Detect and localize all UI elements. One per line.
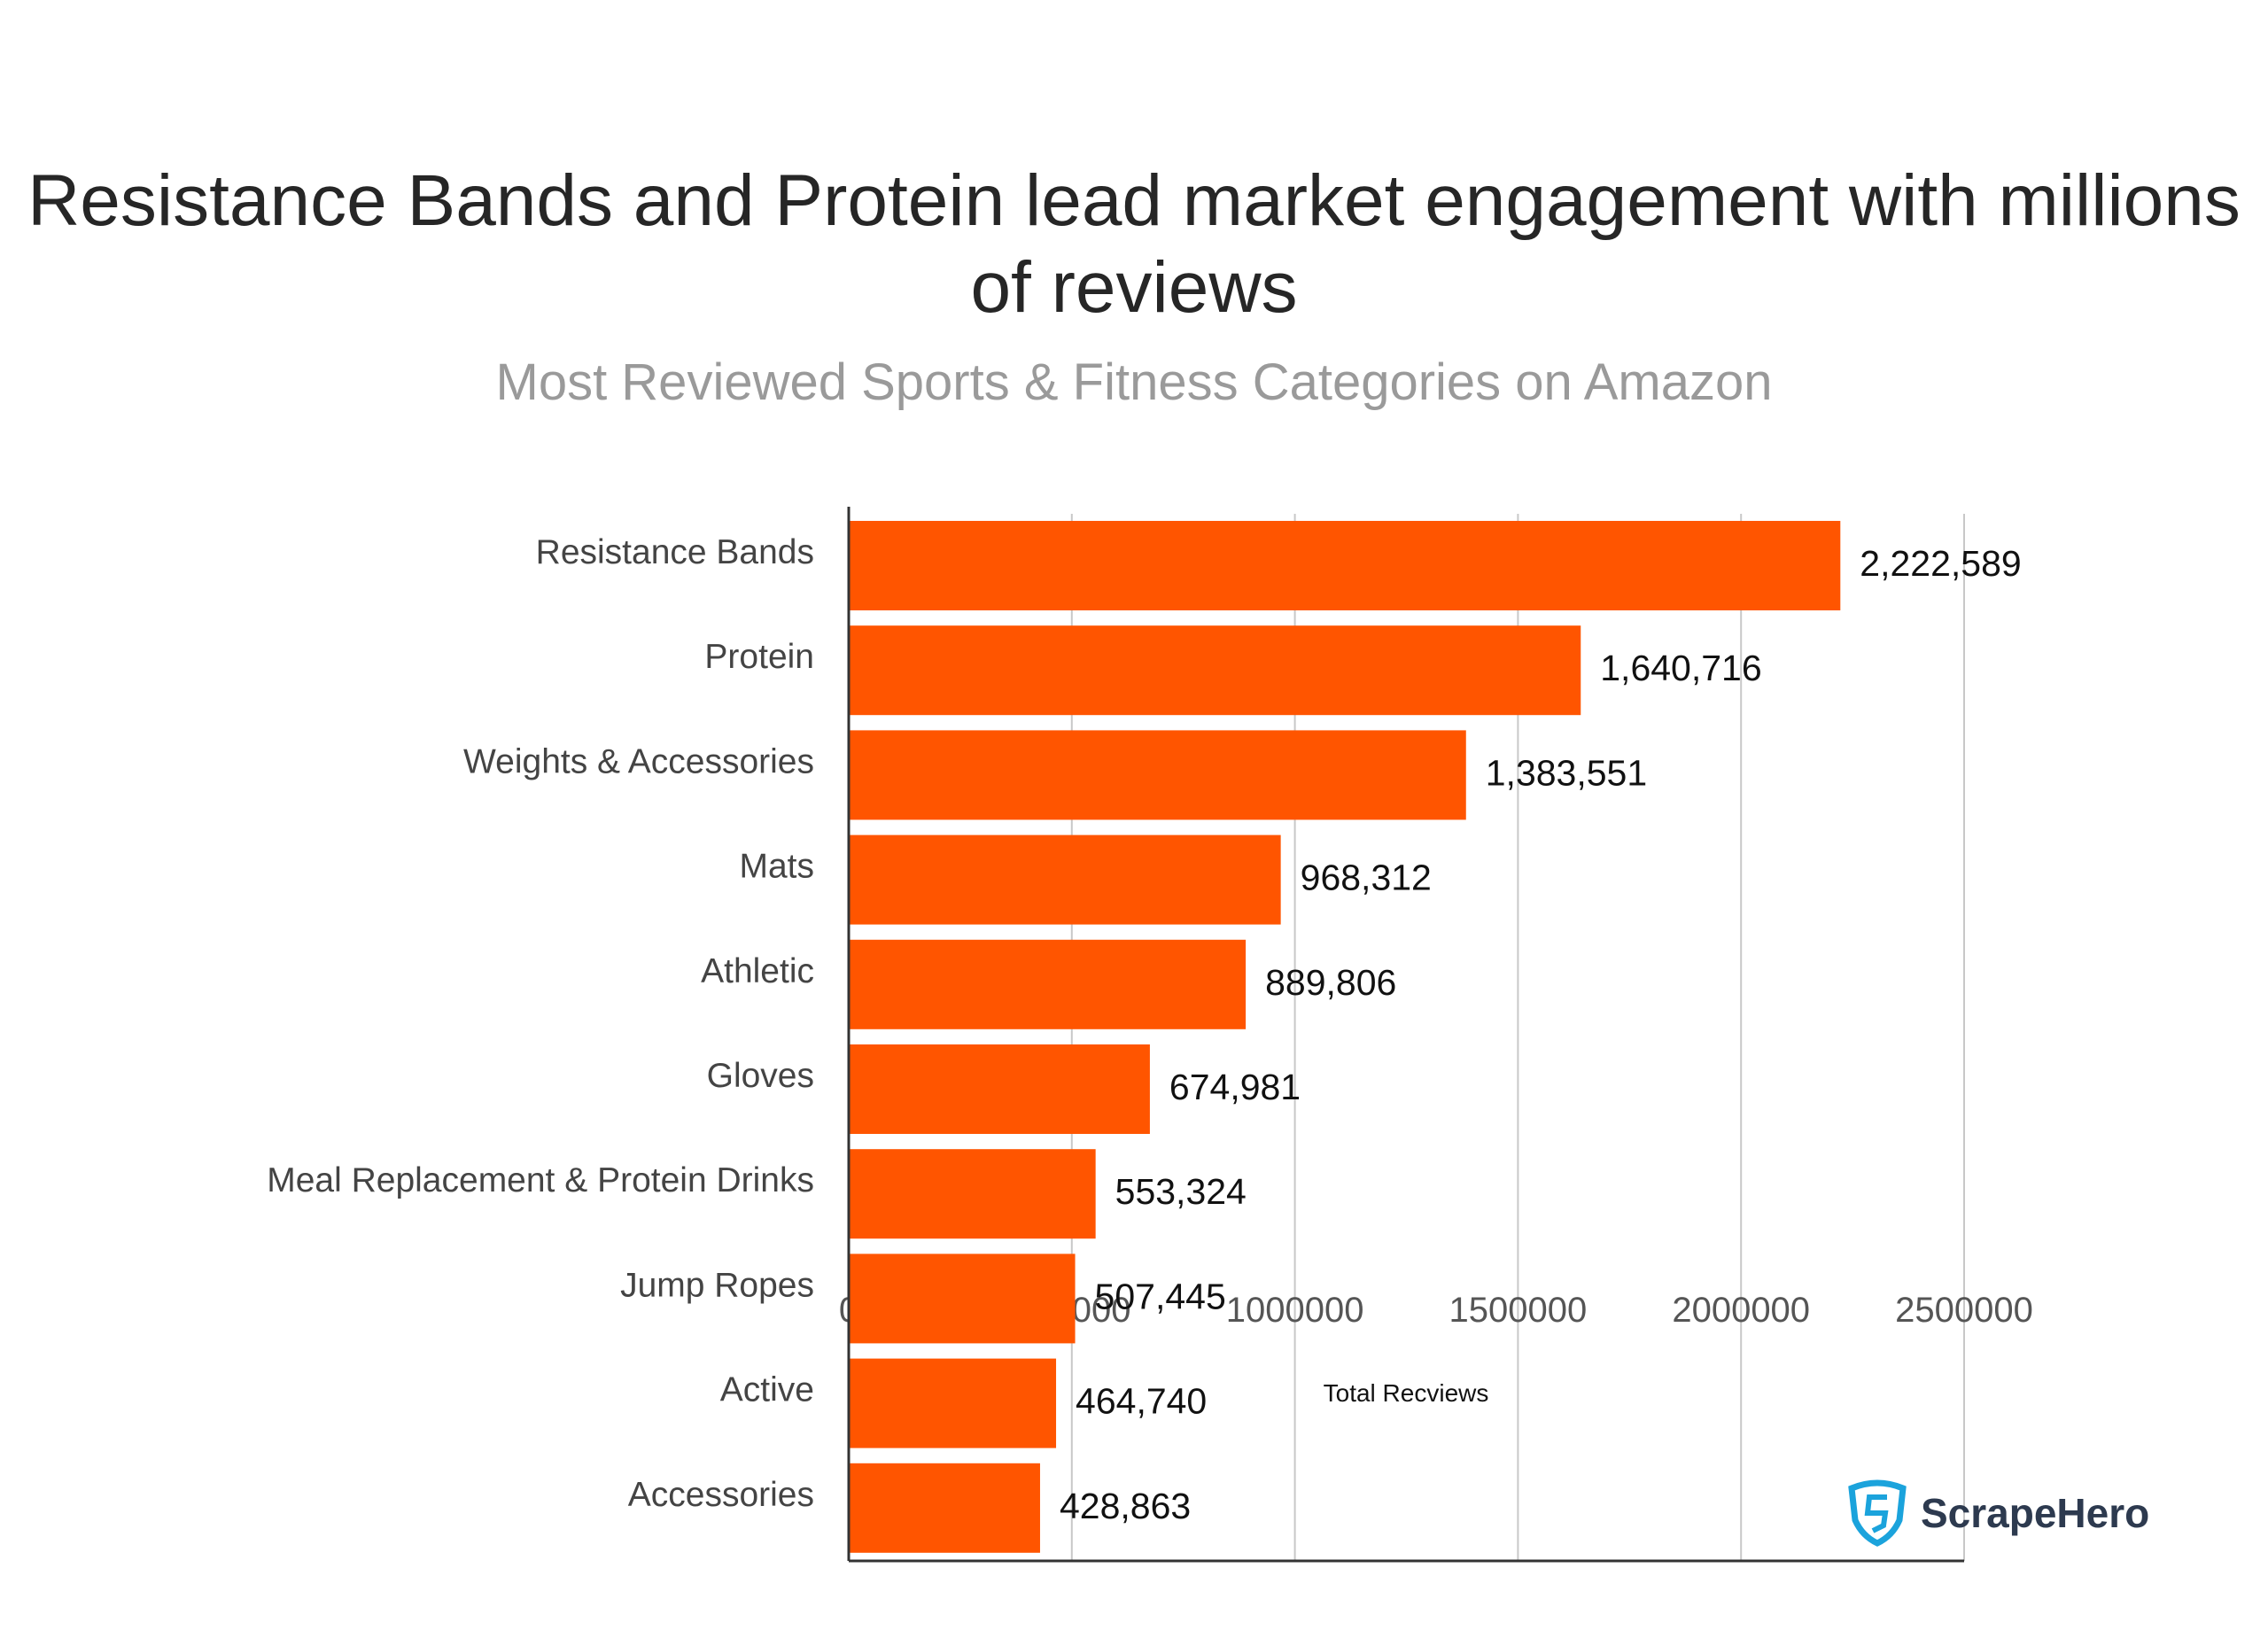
category-label: Active xyxy=(720,1371,814,1409)
bar xyxy=(849,1254,1076,1344)
x-tick-label: 2000000 xyxy=(1672,1291,1810,1330)
data-label: 968,312 xyxy=(1301,858,1432,898)
chart-subtitle: Most Reviewed Sports & Fitness Categorie… xyxy=(495,353,1773,411)
bar xyxy=(849,834,1281,925)
category-label: Resistance Bands xyxy=(536,533,814,571)
category-label: Mats xyxy=(739,848,814,886)
data-label: 507,445 xyxy=(1095,1276,1226,1316)
shield-logo-icon xyxy=(1848,1479,1907,1547)
chart-title: Resistance Bands and Protein lead market… xyxy=(27,160,2241,328)
logo-text: ScrapeHero xyxy=(1921,1490,2150,1536)
bar xyxy=(849,730,1466,820)
scrapehero-logo: ScrapeHero xyxy=(1846,1479,2149,1547)
category-label: Weights & Accessories xyxy=(463,742,814,780)
category-label: Jump Ropes xyxy=(620,1266,814,1304)
data-label: 464,740 xyxy=(1076,1381,1207,1422)
category-label: Meal Replacement & Protein Drinks xyxy=(267,1161,814,1199)
bar xyxy=(849,1149,1096,1239)
bar xyxy=(849,1044,1150,1134)
category-label: Accessories xyxy=(628,1476,814,1514)
x-tick-label: 1500000 xyxy=(1449,1291,1588,1330)
x-axis-title: Total Recviews xyxy=(1324,1379,1489,1407)
data-label: 1,640,716 xyxy=(1600,648,1761,688)
bar xyxy=(849,1463,1040,1553)
data-label: 889,806 xyxy=(1265,962,1396,1003)
data-label: 428,863 xyxy=(1060,1486,1191,1526)
data-label: 2,222,589 xyxy=(1860,543,2021,584)
category-label: Gloves xyxy=(707,1057,814,1095)
category-label: Athletic xyxy=(701,952,814,990)
bar xyxy=(849,521,1841,610)
data-label: 674,981 xyxy=(1169,1067,1301,1107)
data-label: 553,324 xyxy=(1115,1171,1247,1212)
bar xyxy=(849,625,1581,716)
bar xyxy=(849,1358,1057,1448)
category-label: Protein xyxy=(704,638,814,676)
x-tick-label: 1000000 xyxy=(1226,1291,1364,1330)
data-label: 1,383,551 xyxy=(1486,752,1647,793)
bar xyxy=(849,939,1247,1029)
x-tick-label: 2500000 xyxy=(1895,1291,2033,1330)
